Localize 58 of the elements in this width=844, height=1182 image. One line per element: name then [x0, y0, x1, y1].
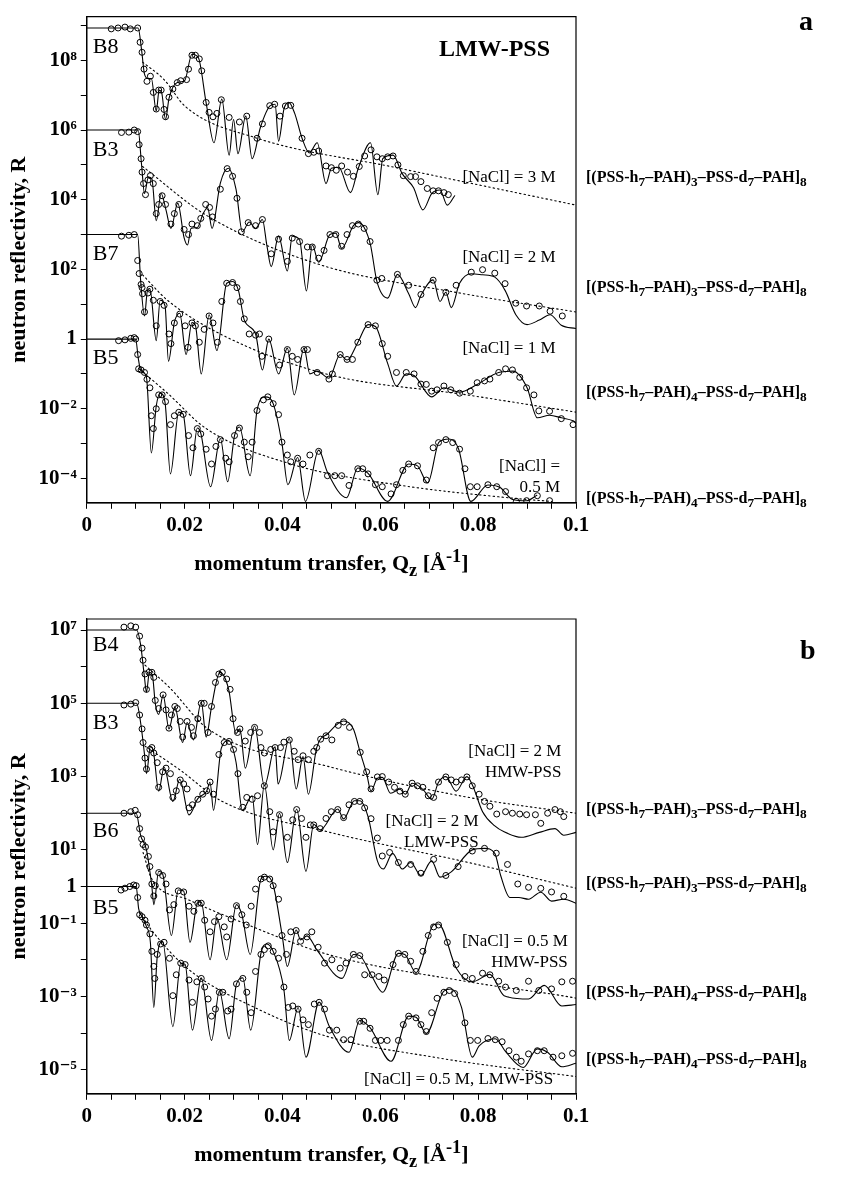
y-axis-title: neutron reflectivity, R [4, 155, 30, 363]
y-tick-label: 10⁵ [49, 689, 77, 714]
annotation: [NaCl] = 0.5 M, LMW-PSS [364, 1067, 554, 1089]
text: [(PSS-h$_{7}$–PAH)$_{3}$–PSS-d$_{7}$–PAH]$_{8}$ [586, 799, 807, 822]
x-tick-label: 0 [81, 511, 93, 536]
text: LMW-PSS [438, 34, 550, 62]
y-tick-label: 10⁻⁵ [38, 1056, 77, 1081]
y-tick-label: 10⁸ [49, 46, 77, 71]
x-tick-label: 0.02 [166, 511, 203, 536]
x-tick-label: 0.06 [361, 1102, 399, 1127]
series-label: B4 [92, 630, 119, 656]
series-label: B8 [92, 32, 119, 58]
series-label: B6 [92, 817, 119, 843]
y-tick-label: 10⁻¹ [38, 909, 77, 934]
annotation: [NaCl] = 2 M HMW-PSS [468, 739, 562, 782]
text: [(PSS-h$_{7}$–PAH)$_{3}$–PSS-d$_{7}$–PAH]$_{8}$ [586, 277, 807, 300]
series-label: B3 [92, 136, 119, 162]
y-tick-label: 10⁻³ [38, 982, 77, 1007]
text: a [798, 5, 813, 38]
y-tick-label: 1 [66, 325, 77, 350]
x-tick-label: 0.04 [264, 511, 302, 536]
y-tick-label: 10¹ [49, 836, 77, 861]
text: [(PSS-h$_{7}$–PAH)$_{4}$–PSS-d$_{7}$–PAH]$_{8}$ [586, 382, 807, 405]
x-tick-label: 0.02 [166, 1102, 203, 1127]
x-tick-label: 0.08 [459, 1102, 497, 1127]
y-axis-title: neutron reflectivity, R [4, 752, 30, 960]
y-tick-label: 10⁻² [38, 395, 77, 420]
x-tick-label: 0 [81, 1102, 93, 1127]
y-tick-label: 10⁻⁴ [38, 464, 78, 489]
x-tick-label: 0.1 [562, 511, 590, 536]
x-tick-label: 0.08 [459, 511, 497, 536]
y-tick-label: 1 [66, 872, 77, 897]
text: [(PSS-h$_{7}$–PAH)$_{4}$–PSS-d$_{7}$–PAH]$_{8}$ [586, 1049, 807, 1073]
text: [(PSS-h$_{7}$–PAH)$_{3}$–PSS-d$_{7}$–PAH]$_{8}$ [586, 874, 807, 897]
annotation: [NaCl] = 1 M [462, 336, 556, 358]
y-tick-label: 10³ [49, 763, 77, 788]
series-label: B7 [92, 239, 119, 265]
series-label: B3 [92, 708, 119, 734]
text: [(PSS-h$_{7}$–PAH)$_{4}$–PSS-d$_{7}$–PAH]$_{8}$ [586, 982, 807, 1005]
y-tick-label: 10⁴ [49, 186, 78, 211]
x-tick-label: 0.06 [361, 511, 399, 536]
text: [(PSS-h$_{7}$–PAH)$_{4}$–PSS-d$_{7}$–PAH]$_{8}$ [586, 488, 807, 511]
x-axis-title: momentum transfer, Q$_{z}$ [Å$^{-1}$] [194, 1137, 469, 1172]
annotation: [NaCl] = 2 M [462, 245, 556, 267]
x-tick-label: 0.04 [264, 1102, 302, 1127]
y-tick-label: 10² [49, 255, 77, 280]
annotation: [NaCl] = 0.5 M HMW-PSS [461, 929, 568, 972]
annotation: [NaCl] = 2 M LMW-PSS [385, 810, 479, 853]
series-label: B5 [92, 344, 119, 370]
y-tick-label: 10⁶ [49, 116, 77, 141]
series-label: B5 [92, 893, 119, 919]
x-tick-label: 0.1 [562, 1102, 590, 1127]
annotation: [NaCl] = 3 M [462, 165, 556, 187]
text: [(PSS-h$_{7}$–PAH)$_{3}$–PSS-d$_{7}$–PAH]$_{8}$ [586, 167, 807, 191]
annotation: [NaCl] = 0.5 M [498, 455, 561, 498]
text: b [800, 633, 816, 666]
x-axis-title: momentum transfer, Q$_{z}$ [Å$^{-1}$] [194, 546, 469, 581]
y-tick-label: 10⁷ [49, 616, 77, 641]
